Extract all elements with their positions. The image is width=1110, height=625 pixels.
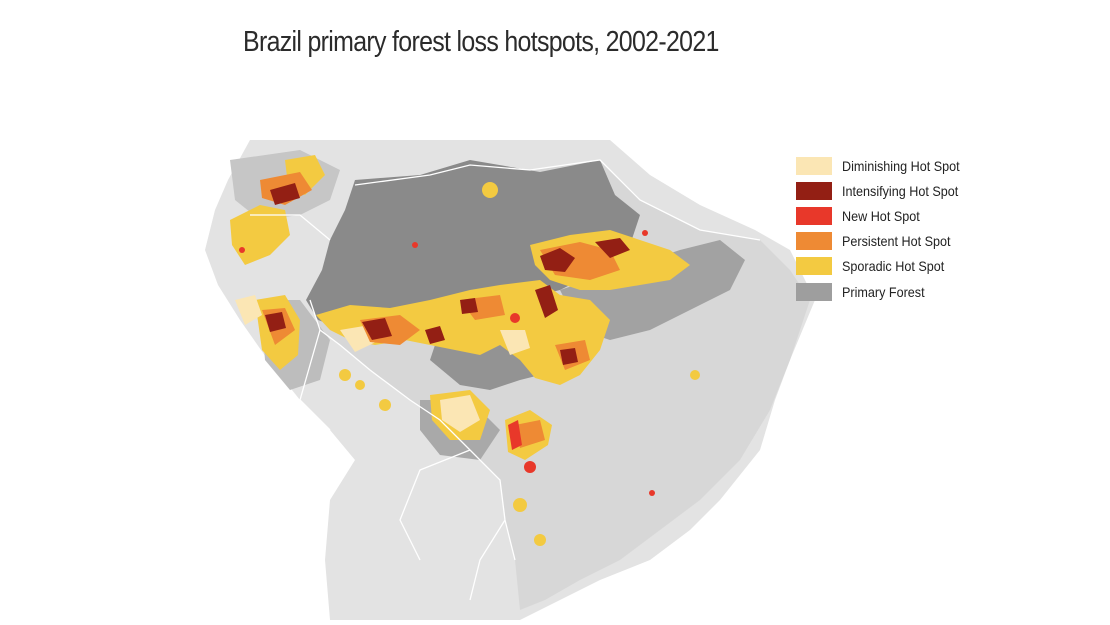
- legend-item-new: New Hot Spot: [796, 203, 986, 228]
- country-borders: [250, 159, 761, 601]
- legend-swatch: [796, 257, 832, 276]
- legend-item-persistent: Persistent Hot Spot: [796, 229, 986, 254]
- legend-swatch: [796, 156, 832, 175]
- legend-item-primary-forest: Primary Forest: [796, 279, 986, 304]
- legend-label: Persistent Hot Spot: [842, 233, 951, 250]
- legend-swatch: [796, 181, 832, 200]
- map-title: Brazil primary forest loss hotspots, 200…: [243, 26, 719, 58]
- legend-label: Primary Forest: [842, 283, 925, 300]
- legend-item-diminishing: Diminishing Hot Spot: [796, 153, 986, 178]
- hotspot-new: [239, 230, 655, 496]
- legend-label: Diminishing Hot Spot: [842, 157, 960, 174]
- hotspot-intensifying: [265, 183, 630, 365]
- legend-item-sporadic: Sporadic Hot Spot: [796, 254, 986, 279]
- legend-swatch: [796, 206, 832, 225]
- legend-label: Sporadic Hot Spot: [842, 258, 945, 275]
- legend-label: New Hot Spot: [842, 207, 920, 224]
- legend-item-intensifying: Intensifying Hot Spot: [796, 178, 986, 203]
- legend-swatch: [796, 282, 832, 301]
- legend-swatch: [796, 232, 832, 251]
- legend-label: Intensifying Hot Spot: [842, 182, 959, 199]
- hotspot-diminishing: [235, 295, 530, 432]
- map-legend: Diminishing Hot Spot Intensifying Hot Sp…: [796, 153, 986, 304]
